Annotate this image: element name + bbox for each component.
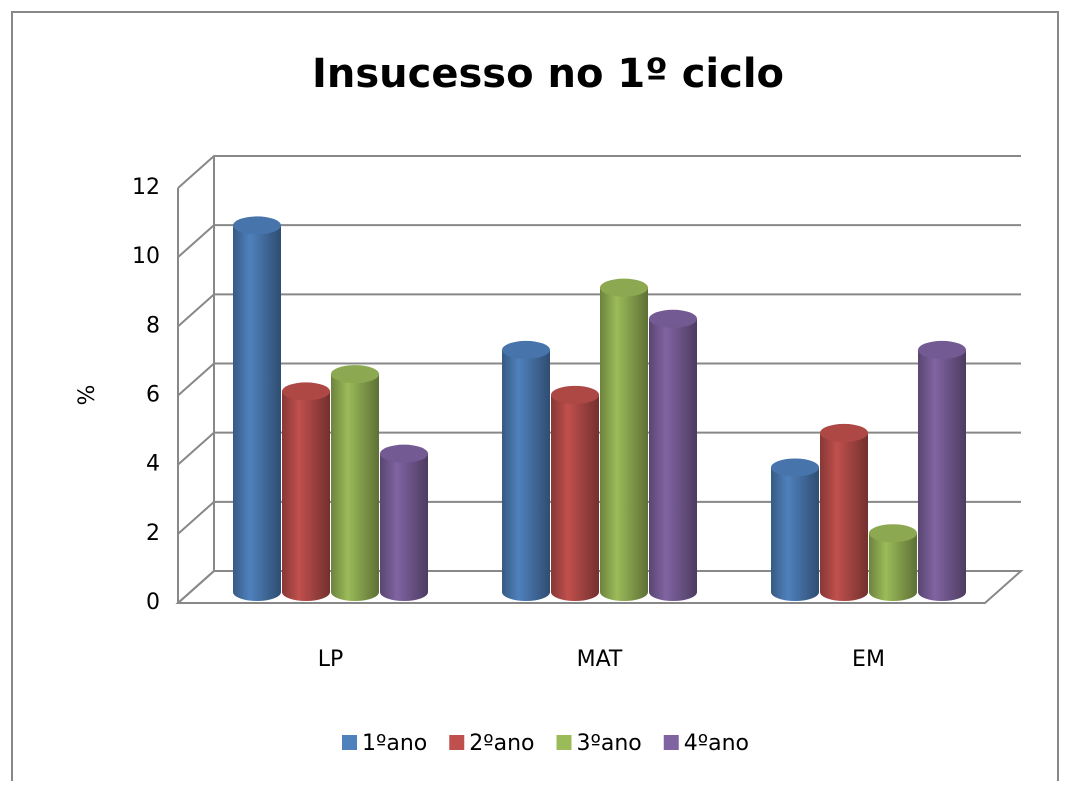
bar (771, 458, 819, 601)
y-axis-label: % (75, 385, 100, 406)
grid-line (177, 224, 1021, 258)
legend-swatch (342, 735, 357, 750)
bar (282, 382, 330, 601)
legend-swatch (663, 735, 679, 750)
bar (551, 385, 599, 601)
legend-label: 2ºano (469, 731, 534, 756)
legend-label: 4ºano (684, 731, 749, 756)
legend-label: 3ºano (577, 731, 642, 756)
grid-line (177, 431, 1021, 466)
y-tick-label: 2 (146, 521, 160, 546)
legend-swatch (449, 735, 465, 750)
x-tick-label: EM (852, 647, 885, 672)
bar (649, 309, 697, 601)
y-tick-label: 6 (146, 383, 160, 408)
y-tick-label: 12 (132, 175, 160, 200)
y-tick-label: 10 (132, 244, 160, 269)
bar (820, 423, 868, 601)
bar (233, 216, 281, 601)
bar (331, 365, 379, 601)
bar (380, 444, 428, 601)
grid-line (177, 293, 1021, 328)
y-tick-label: 0 (146, 590, 160, 615)
legend-label: 1ºano (362, 731, 427, 756)
y-tick-label: 8 (146, 313, 160, 338)
x-tick-label: LP (318, 647, 344, 672)
y-tick-label: 4 (146, 452, 160, 477)
grid-line (177, 500, 1021, 535)
bar (918, 340, 966, 601)
bar (600, 278, 648, 601)
grid-line (177, 570, 1021, 604)
grid-line (177, 362, 1021, 397)
chart-title: Insucesso no 1º ciclo (312, 51, 784, 97)
grid-line (177, 155, 1021, 189)
bar (869, 524, 917, 601)
legend-swatch (556, 735, 572, 750)
bar (502, 340, 550, 601)
x-tick-label: MAT (577, 647, 623, 672)
